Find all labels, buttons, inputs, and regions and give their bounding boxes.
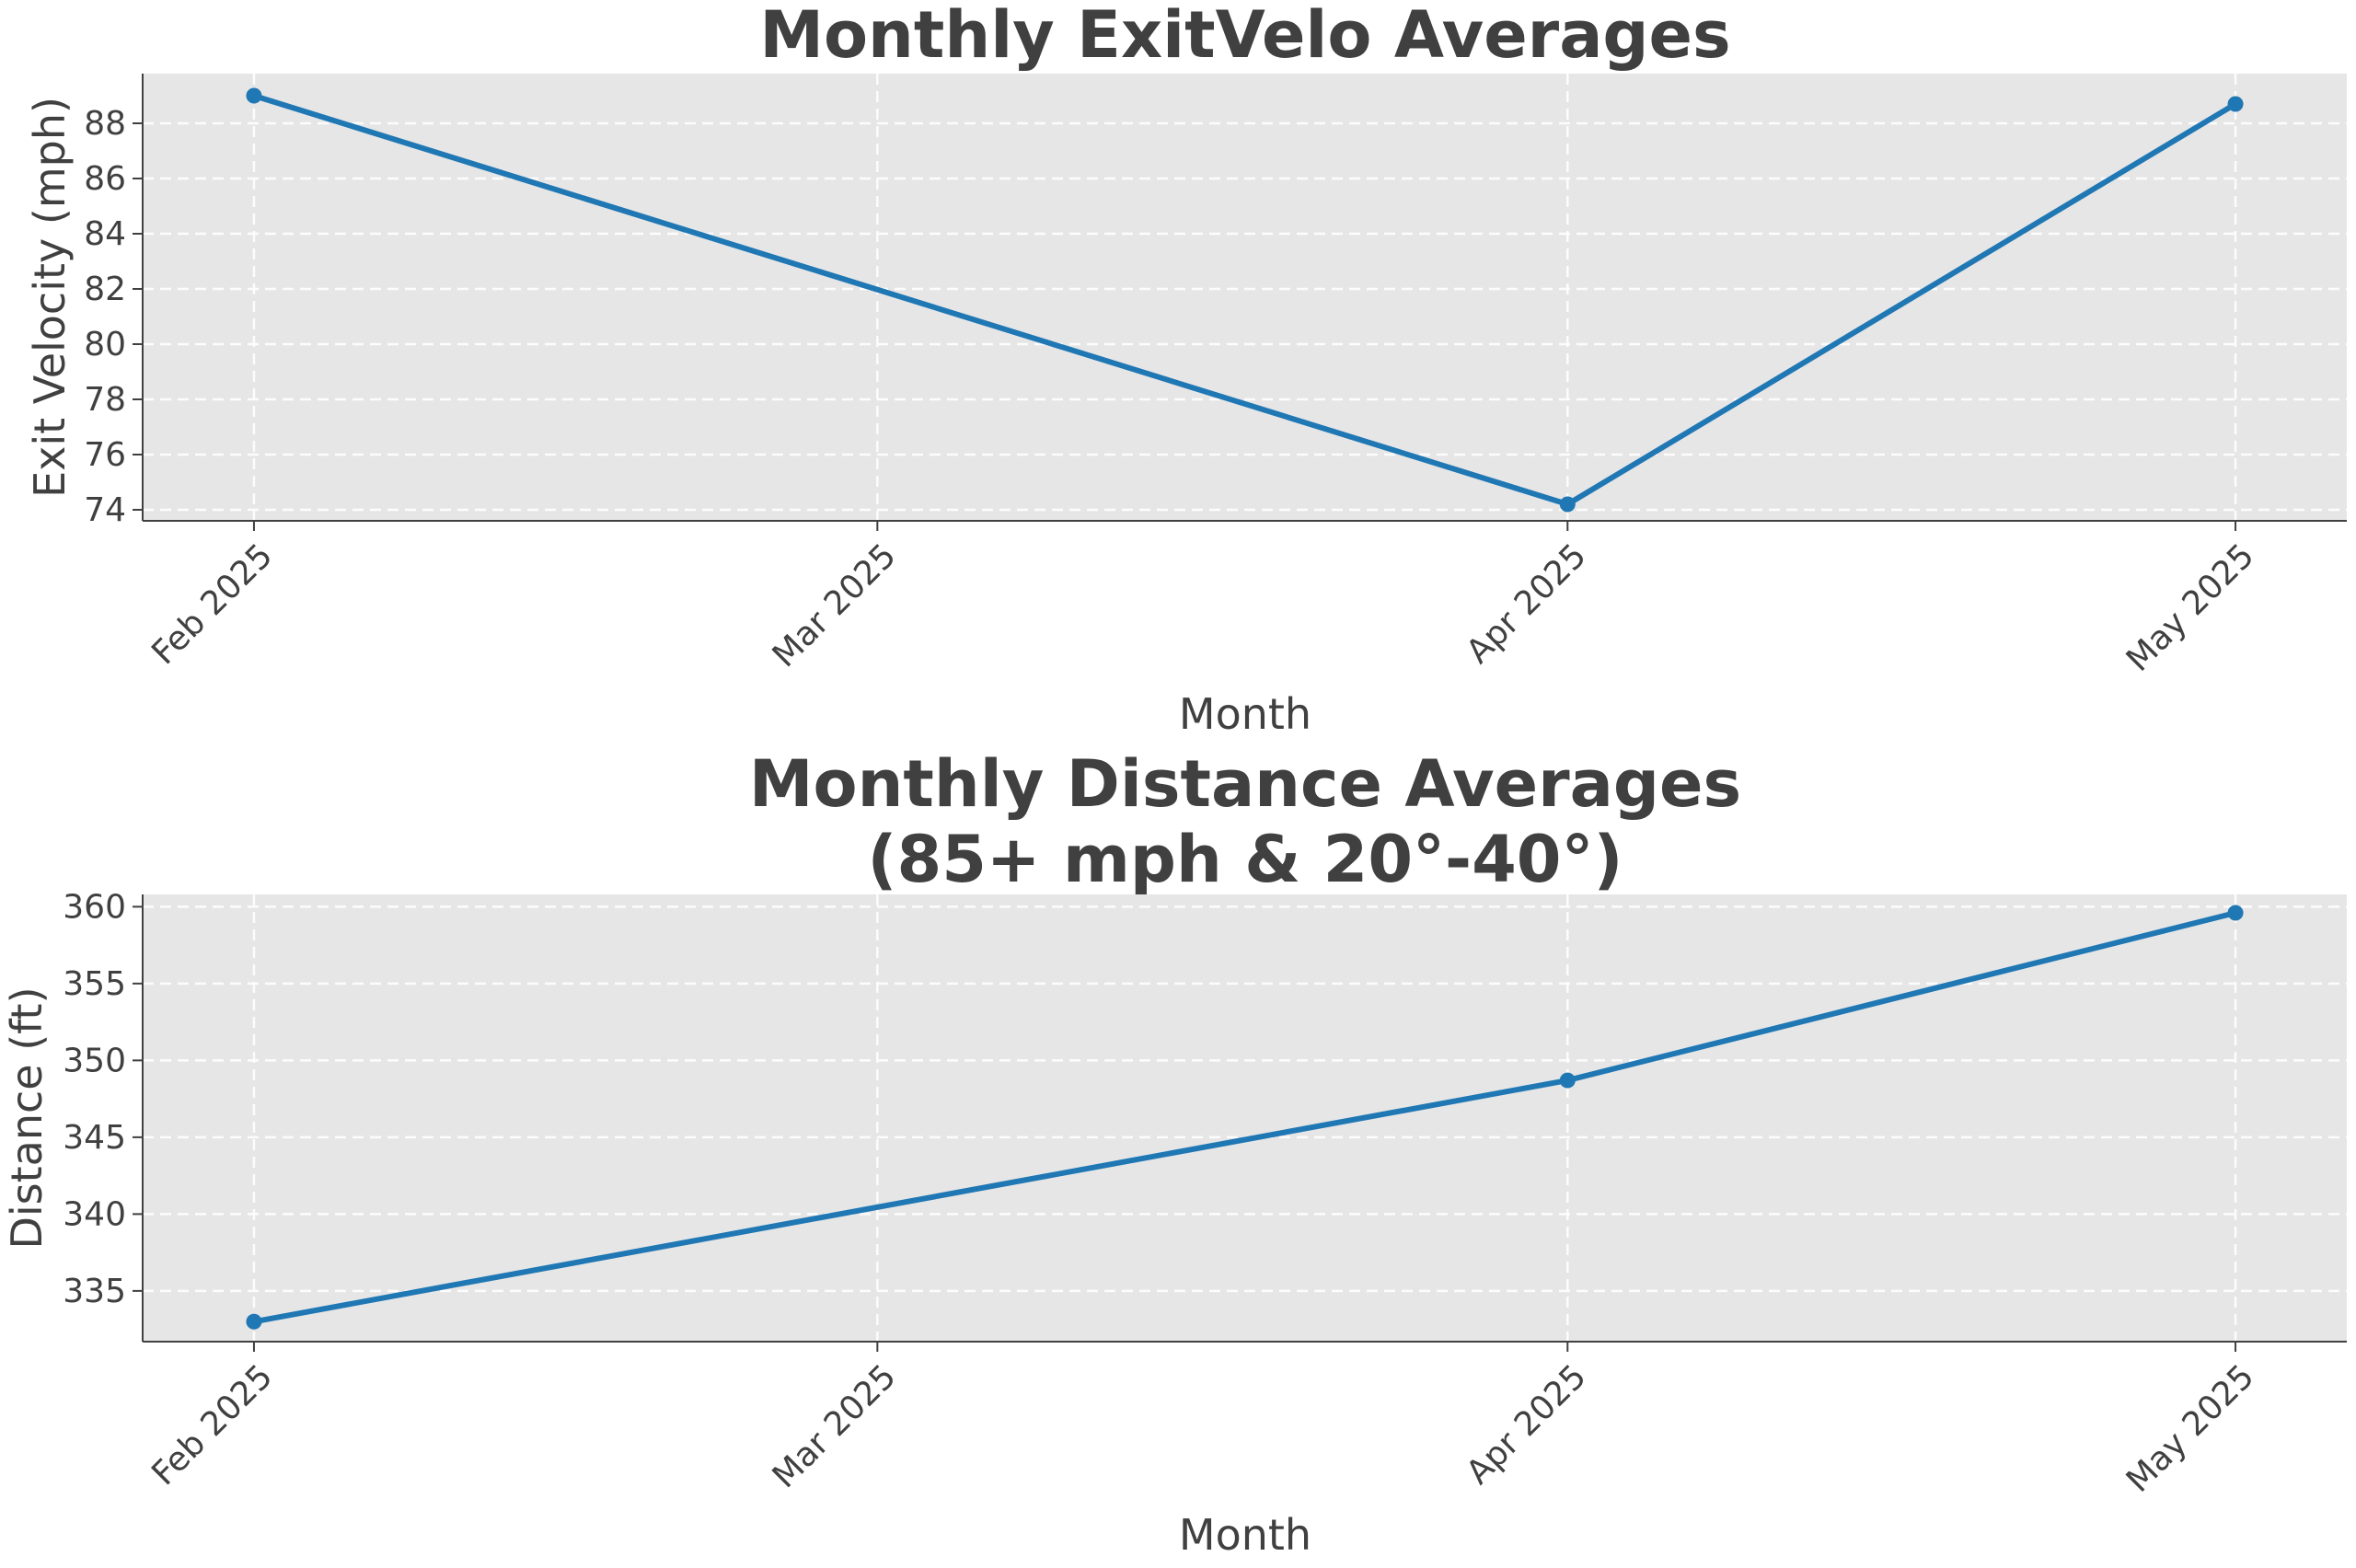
y-gridlines <box>143 121 2347 512</box>
series-layer <box>246 905 2244 1330</box>
y-tick-label: 76 <box>84 436 126 474</box>
exit-velo-chart: Monthly ExitVelo Averages 74 76 78 80 82 84 86… <box>25 0 2347 739</box>
x-gridlines <box>252 74 2237 521</box>
y-tick-label: 78 <box>84 381 126 419</box>
series-layer <box>246 87 2244 513</box>
plot-area <box>143 74 2347 521</box>
data-point <box>1559 496 1576 513</box>
x-tick-label: Apr 2025 <box>1460 536 1594 671</box>
y-tick-label: 360 <box>63 888 126 926</box>
y-tick-labels: 74 76 78 80 82 84 86 88 <box>84 105 143 529</box>
y-tick-label: 80 <box>84 326 126 363</box>
data-point <box>246 1313 262 1330</box>
x-tick-labels: Feb 2025 Mar 2025 Apr 2025 May 2025 <box>144 521 2261 679</box>
y-tick-label: 345 <box>63 1119 126 1157</box>
y-tick-label: 340 <box>63 1195 126 1233</box>
y-tick-label: 74 <box>84 491 126 529</box>
axes <box>142 894 2347 1343</box>
distance-chart: Monthly Distance Averages (85+ mph & 20°… <box>2 746 2347 1560</box>
data-point <box>1559 1072 1576 1089</box>
y-tick-label: 335 <box>63 1273 126 1310</box>
x-axis-label: Month <box>1179 689 1311 739</box>
x-tick-label: Mar 2025 <box>766 1357 904 1495</box>
y-gridlines <box>143 905 2347 1293</box>
y-tick-label: 86 <box>84 160 126 198</box>
plot-area <box>143 894 2347 1342</box>
data-point <box>246 87 262 104</box>
y-tick-label: 355 <box>63 965 126 1003</box>
chart-title: Monthly Distance Averages <box>749 746 1741 822</box>
chart-title: Monthly ExitVelo Averages <box>759 0 1730 73</box>
x-tick-label: Feb 2025 <box>144 1357 280 1493</box>
y-tick-label: 84 <box>84 215 126 253</box>
x-tick-label: Apr 2025 <box>1460 1357 1594 1492</box>
x-tick-labels: Feb 2025 Mar 2025 Apr 2025 May 2025 <box>144 1342 2261 1500</box>
x-tick-label: Feb 2025 <box>144 536 280 672</box>
x-tick-label: May 2025 <box>2119 536 2262 679</box>
y-axis-label: Exit Velocity (mph) <box>25 97 75 498</box>
data-point <box>2227 905 2244 921</box>
y-tick-label: 82 <box>84 271 126 308</box>
axes <box>142 74 2347 522</box>
chart-subtitle: (85+ mph & 20°-40°) <box>868 822 1623 897</box>
x-tick-label: Mar 2025 <box>766 536 904 674</box>
y-tick-label: 88 <box>84 105 126 143</box>
x-gridlines <box>252 894 2237 1342</box>
x-tick-label: May 2025 <box>2119 1357 2262 1500</box>
data-point <box>2227 96 2244 112</box>
x-axis-label: Month <box>1179 1510 1311 1560</box>
y-tick-label: 350 <box>63 1042 126 1079</box>
y-axis-label: Distance (ft) <box>2 986 52 1249</box>
y-tick-labels: 335 340 345 350 355 360 <box>63 888 143 1310</box>
